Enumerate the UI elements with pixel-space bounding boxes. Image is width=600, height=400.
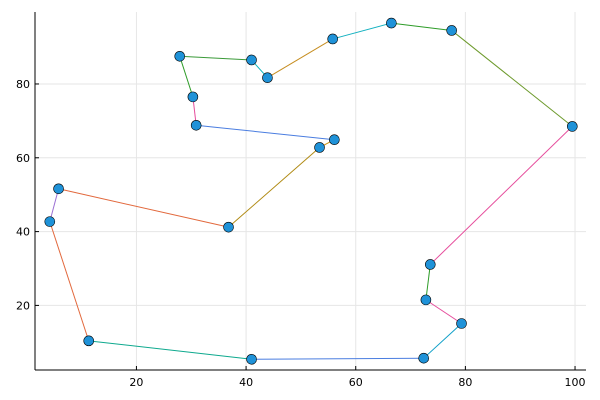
data-point-12	[53, 183, 64, 195]
route-segment-19	[429, 126, 573, 265]
x-tick-label-2: 60	[349, 376, 363, 389]
route-segment-5	[179, 55, 252, 61]
y-tick-label-3: 80	[16, 78, 30, 91]
x-axis-ticks: 20 40 60 80 100	[129, 366, 586, 389]
route-segment-12	[49, 188, 60, 222]
data-point-10	[314, 142, 325, 153]
route-segment-3	[267, 38, 333, 79]
route-segment-10	[228, 147, 320, 228]
data-point-5	[246, 54, 257, 66]
route-segment-15	[251, 357, 424, 360]
y-axis-ticks: 20 40 60 80	[16, 78, 39, 312]
data-point-0	[566, 121, 578, 132]
x-tick-label-4: 100	[565, 376, 586, 389]
axes	[34, 12, 586, 371]
route-segments	[49, 22, 573, 360]
data-point-6	[174, 50, 186, 62]
data-point-2	[386, 17, 397, 29]
data-point-1	[446, 25, 457, 36]
data-point-18	[420, 294, 432, 306]
route-segment-6	[179, 56, 194, 98]
data-point-15	[246, 353, 257, 365]
data-point-8	[190, 120, 202, 131]
data-point-4	[262, 72, 273, 83]
data-point-11	[223, 221, 234, 233]
y-tick-label-2: 60	[16, 152, 30, 165]
route-segment-0	[451, 30, 573, 127]
data-point-3	[327, 33, 339, 45]
x-tick-label-0: 20	[129, 376, 143, 389]
route-segment-11	[58, 188, 229, 228]
data-point-17	[456, 318, 467, 329]
data-point-14	[83, 335, 95, 347]
data-point-9	[329, 134, 340, 145]
y-tick-label-1: 40	[16, 226, 30, 239]
route-segment-16	[423, 323, 462, 359]
route-segment-14	[88, 340, 252, 360]
route-segment-1	[391, 22, 452, 31]
route-segment-2	[332, 22, 392, 40]
x-tick-label-3: 80	[458, 376, 472, 389]
data-points	[44, 17, 578, 365]
route-segment-13	[49, 221, 90, 341]
route-segment-18	[425, 264, 431, 300]
data-point-7	[187, 91, 199, 103]
route-segment-8	[196, 124, 335, 141]
x-tick-label-1: 40	[239, 376, 253, 389]
y-tick-label-0: 20	[16, 299, 30, 312]
data-point-16	[418, 352, 430, 364]
route-segment-17	[425, 299, 462, 324]
grid	[35, 12, 586, 370]
data-point-13	[44, 216, 56, 227]
data-point-19	[424, 259, 436, 270]
